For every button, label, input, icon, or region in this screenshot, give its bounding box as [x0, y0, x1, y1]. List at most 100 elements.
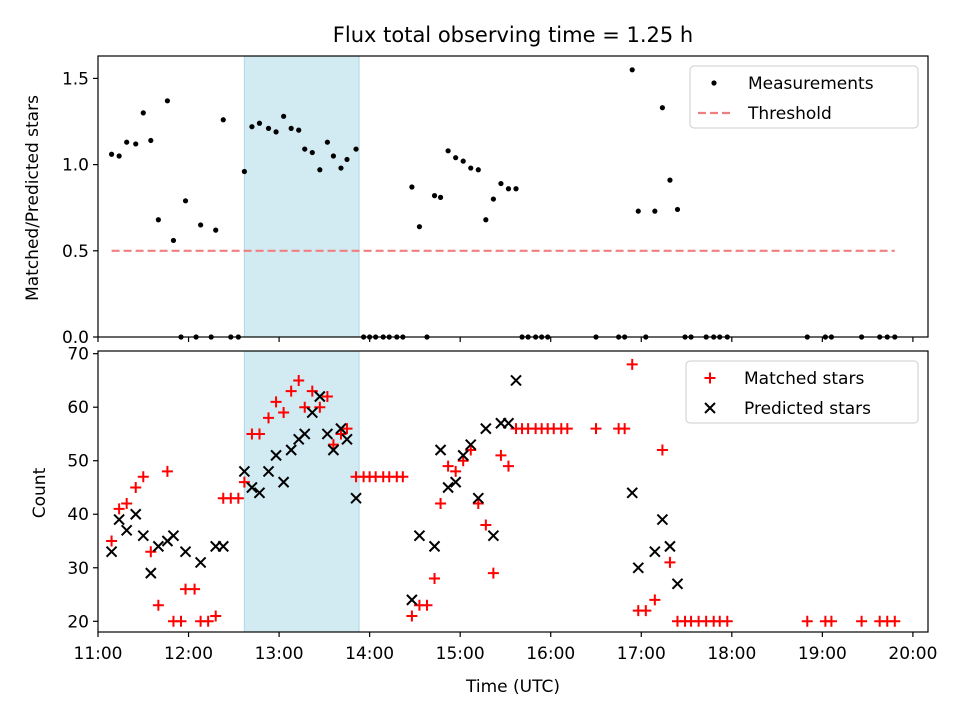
data-point — [299, 401, 311, 413]
data-point — [314, 390, 326, 403]
data-point — [321, 390, 333, 402]
data-point — [457, 455, 469, 467]
data-point — [145, 546, 157, 558]
y-tick-label: 0.0 — [62, 328, 89, 348]
legend-label: Threshold — [747, 104, 832, 124]
data-point — [155, 217, 161, 223]
data-point — [145, 567, 157, 579]
bottom-y-axis-label: Count — [30, 467, 50, 518]
data-point — [324, 139, 330, 145]
y-tick-label: 70 — [67, 345, 89, 365]
data-point — [465, 438, 477, 451]
data-point — [445, 148, 451, 154]
data-point — [656, 513, 669, 526]
data-point — [306, 385, 318, 397]
axes-frame — [97, 55, 929, 338]
data-point — [121, 498, 133, 510]
data-point — [629, 67, 635, 73]
data-point — [671, 578, 684, 590]
data-point — [505, 186, 512, 192]
data-point — [256, 120, 263, 126]
data-point — [116, 153, 122, 159]
data-point — [170, 237, 177, 244]
data-point — [472, 492, 484, 504]
highlight-span — [243, 350, 360, 633]
data-point — [296, 127, 302, 133]
series-matched-stars — [106, 358, 901, 627]
data-point — [442, 481, 454, 494]
data-point — [130, 481, 142, 493]
data-point — [495, 449, 507, 461]
data-point — [406, 594, 418, 606]
data-point — [498, 180, 504, 187]
data-point — [341, 433, 353, 446]
data-point — [189, 583, 201, 595]
data-point — [263, 412, 275, 424]
data-point — [130, 508, 142, 520]
data-point — [502, 417, 515, 429]
data-point — [152, 540, 165, 553]
data-point — [480, 519, 492, 531]
data-point — [285, 385, 297, 397]
data-point — [428, 540, 441, 553]
y-tick-label: 0.5 — [62, 242, 89, 262]
legend-label: Matched stars — [744, 369, 864, 389]
data-point — [335, 422, 347, 435]
top-y-axis-label: Matched/Predicted stars — [23, 95, 43, 301]
data-point — [626, 358, 638, 370]
data-point — [317, 167, 323, 173]
data-point — [140, 110, 146, 116]
legend-box — [685, 360, 919, 424]
data-point — [241, 168, 247, 175]
data-point — [490, 196, 496, 202]
data-point — [302, 146, 308, 152]
data-point — [108, 151, 115, 157]
data-point — [137, 471, 149, 483]
legend-label: Predicted stars — [744, 399, 871, 419]
axes-frame — [97, 350, 929, 633]
data-point — [213, 227, 219, 233]
bottom-panel: 20 30 40 50 60 70 11:00 12:00 13:00 14:00 15:00 16:… — [67, 345, 937, 664]
data-point — [133, 141, 139, 147]
data-point — [480, 422, 492, 435]
data-point — [487, 567, 499, 579]
legend-label: Measurements — [748, 74, 874, 94]
data-point — [674, 206, 681, 213]
x-tick-label: 12:00 — [164, 644, 213, 664]
x-tick-label: 16:00 — [526, 644, 575, 664]
data-point — [429, 572, 441, 584]
data-point — [421, 599, 433, 611]
x-tick-label: 15:00 — [436, 644, 485, 664]
data-point — [626, 487, 638, 499]
data-point — [667, 177, 673, 183]
x-tick-label: 19:00 — [798, 644, 847, 664]
data-point — [487, 529, 500, 542]
data-point — [161, 465, 173, 477]
data-point — [502, 460, 514, 472]
data-point — [293, 374, 305, 386]
x-tick-label: 11:00 — [74, 644, 123, 664]
data-point — [238, 465, 251, 478]
data-point — [327, 444, 340, 456]
highlight-span — [243, 55, 360, 338]
data-point — [314, 401, 326, 413]
x-tick-label: 14:00 — [345, 644, 394, 664]
data-point — [344, 156, 350, 163]
data-point — [273, 129, 279, 135]
data-point — [105, 546, 118, 558]
data-point — [167, 529, 180, 542]
data-point — [453, 155, 459, 161]
data-point — [450, 465, 462, 477]
data-point — [299, 428, 311, 440]
data-point — [164, 98, 171, 104]
data-point — [889, 615, 901, 627]
data-point — [652, 208, 658, 214]
data-point — [457, 449, 469, 462]
data-point — [435, 498, 447, 510]
legend-marker — [704, 372, 716, 384]
data-point — [238, 476, 250, 488]
data-point — [721, 615, 733, 627]
chart-title: Flux total observing time = 1.25 h — [333, 23, 693, 47]
x-tick-label: 13:00 — [255, 644, 304, 664]
